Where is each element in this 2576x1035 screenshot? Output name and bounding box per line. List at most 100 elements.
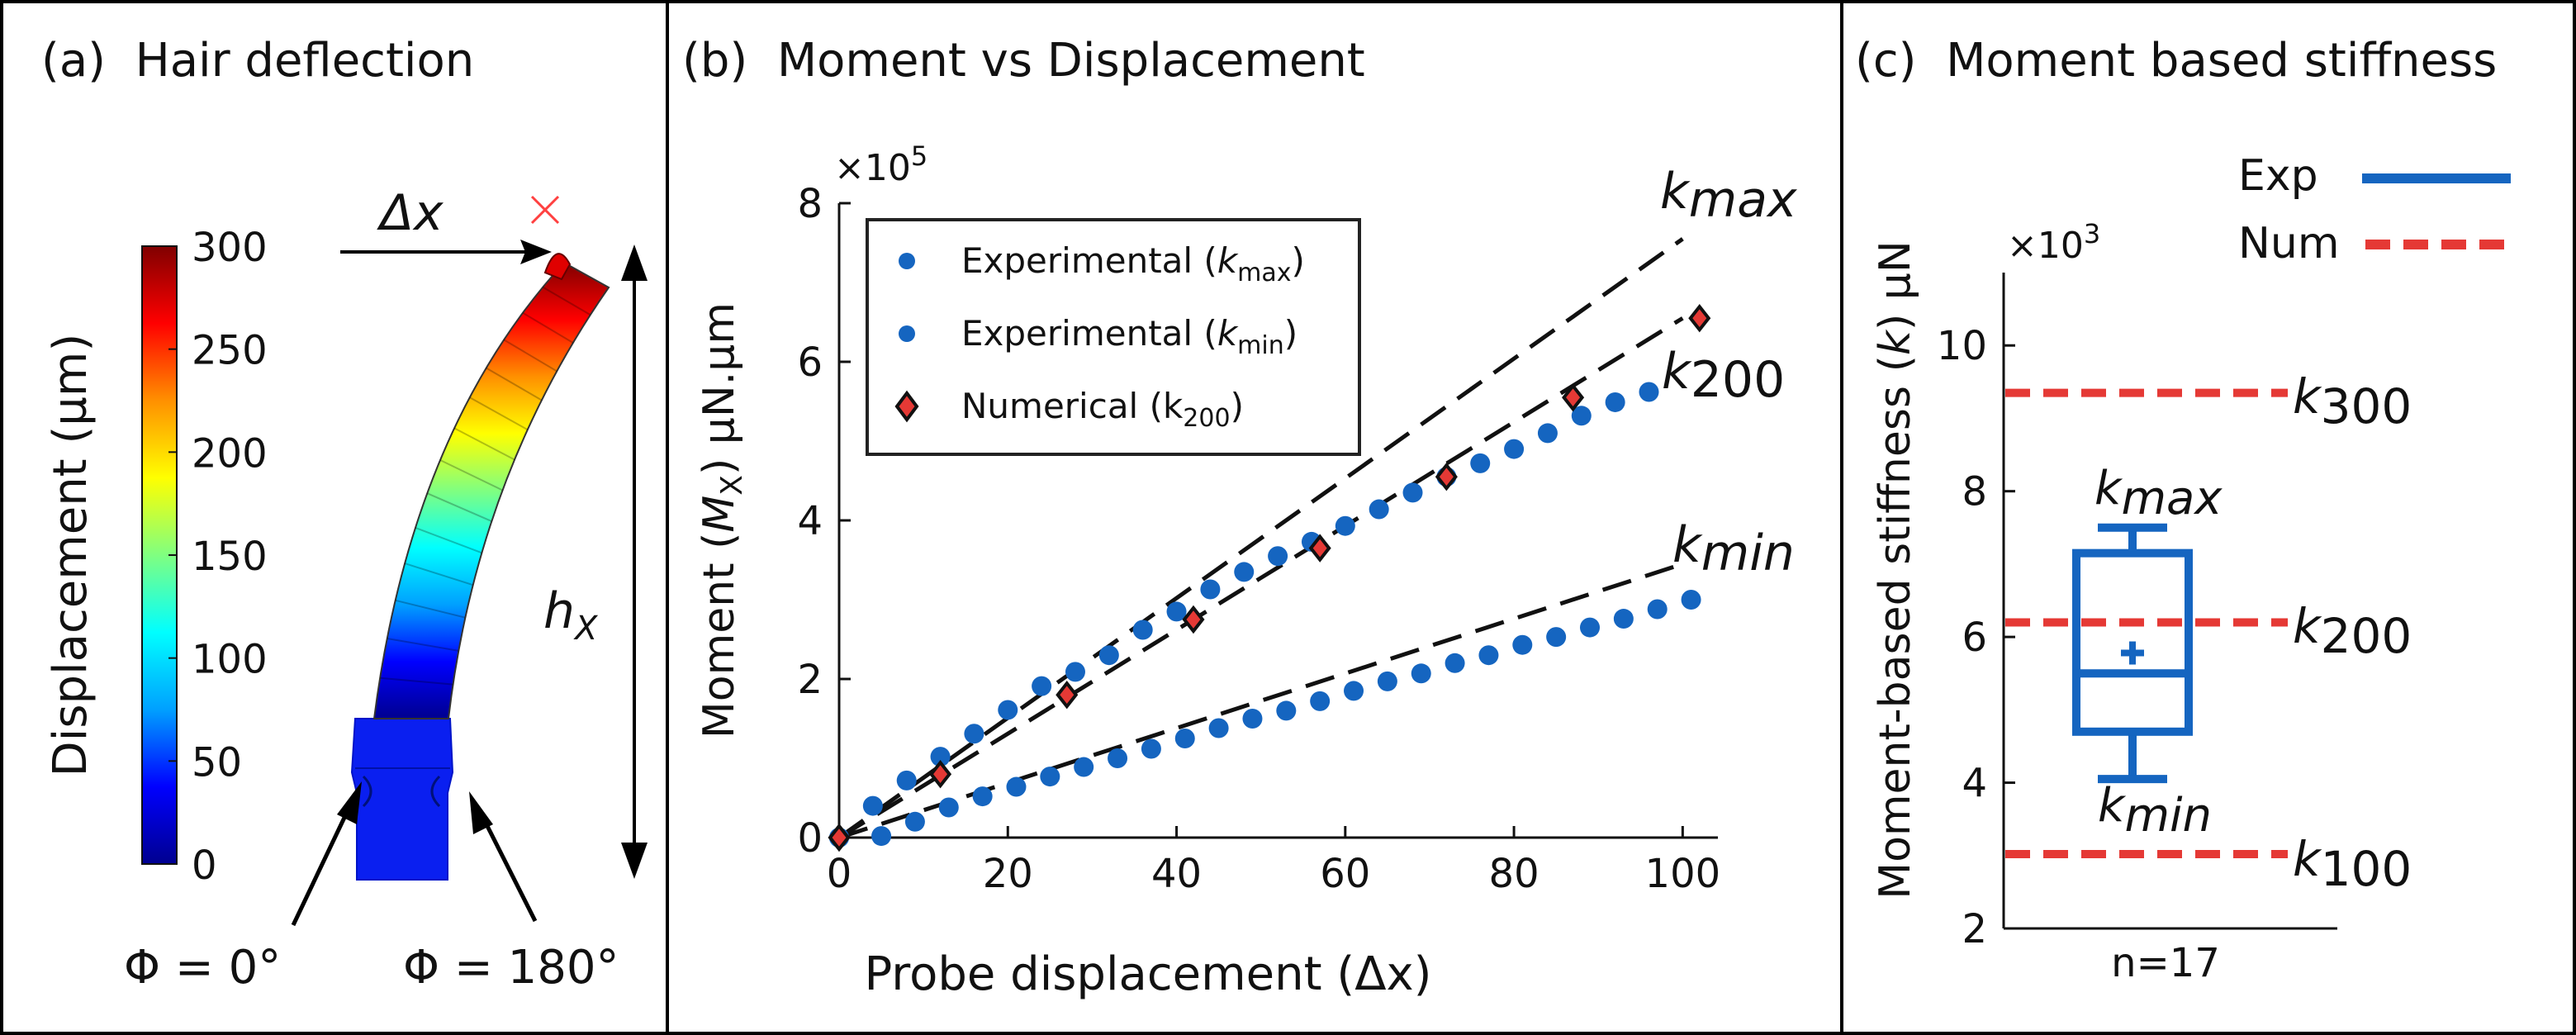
data-point-experimental: [1006, 776, 1027, 797]
chart-b-ylabel: Moment (MX) µN.µm: [695, 302, 749, 738]
chart-c-ylabel: Moment-based stiffness (k) µN: [1871, 240, 1920, 900]
chart-b-y-tick-label: 8: [797, 181, 823, 227]
hair-contour-line: [404, 563, 474, 586]
ref-label-k100: k100: [2293, 831, 2412, 897]
data-point-experimental: [1310, 691, 1331, 711]
data-point-experimental: [1470, 453, 1491, 473]
box-label-kmin: kmin: [2098, 779, 2212, 843]
chart-c-y-tick-label: 6: [1962, 615, 1987, 661]
colorbar-tick-label: 250: [192, 328, 268, 374]
data-point-experimental: [1478, 645, 1499, 666]
data-point-experimental: [1098, 645, 1119, 666]
hair-base: [350, 718, 454, 881]
legend-box: [866, 218, 1361, 456]
data-point-experimental: [1242, 709, 1263, 729]
data-point-experimental: [871, 826, 892, 847]
colorbar-tick-label: 100: [192, 637, 268, 683]
hair-contour-bands: [380, 286, 591, 686]
legend-label-exp: Exp: [2238, 151, 2318, 201]
fit-line-kmax: [837, 237, 1684, 840]
data-point-experimental: [1174, 729, 1195, 748]
data-point-experimental: [998, 700, 1018, 720]
panel-c-moment-based-stiffness: (c) Moment based stiffness Exp Num ×103 …: [1855, 34, 2511, 986]
chart-b-x-tick-label: 80: [1489, 851, 1539, 897]
data-point-experimental: [862, 795, 883, 816]
data-point-experimental: [1647, 599, 1668, 620]
chart-b-x-tick-label: 60: [1320, 851, 1370, 897]
hair-base-joint-right: [430, 775, 441, 808]
data-point-experimental: [1411, 663, 1431, 684]
chart-b-y-tick-label: 2: [797, 657, 823, 703]
hair-contour-line: [426, 492, 492, 523]
colorbar-tick-label: 300: [192, 225, 268, 271]
chart-b-x-tick-label: 40: [1151, 851, 1202, 897]
ref-label-k300: k300: [2293, 368, 2412, 434]
hair-contour-line: [486, 367, 543, 401]
data-point-experimental: [1546, 627, 1567, 648]
chart-c-y-tick-label: 4: [1962, 761, 1987, 807]
chart-c-y-tick-label: 8: [1962, 469, 1987, 515]
data-point-experimental: [1445, 653, 1465, 673]
data-point-experimental: [1639, 382, 1659, 402]
line-label-kmax: kmax: [1660, 163, 1797, 229]
legend-label-exp-kmax: Experimental (kmax): [961, 240, 1305, 287]
data-point-numerical: [828, 823, 851, 852]
data-point-experimental: [904, 811, 925, 832]
data-point-experimental: [1613, 609, 1634, 629]
panel-b-moment-vs-displacement: (b) Moment vs Displacement 0 20 40 60 80 1000…: [682, 34, 1797, 1001]
legend-marker-exp-kmax: [899, 253, 915, 269]
data-point-experimental: [972, 786, 993, 807]
data-point-experimental: [1335, 515, 1355, 536]
chart-b-y-tick-label: 0: [797, 815, 823, 862]
data-point-numerical: [1562, 382, 1585, 412]
data-point-experimental: [1268, 546, 1288, 567]
tip-marker-icon: [530, 195, 560, 225]
legend-marker-numerical: [894, 390, 919, 423]
h-arrow-top-icon: [621, 245, 648, 281]
data-point-experimental: [1369, 499, 1389, 520]
hair-shaft: [372, 261, 610, 719]
phi180-arrow: [481, 816, 538, 923]
box-iqr: [2072, 548, 2193, 736]
legend-label-num: Num: [2238, 219, 2340, 268]
hair-base-joint-left: [362, 775, 372, 808]
phi0-arrowhead-icon: [337, 781, 362, 824]
chart-b-x-tick-label: 0: [827, 851, 852, 897]
chart-b-multiplier: ×105: [834, 140, 927, 189]
data-point-experimental: [930, 747, 951, 767]
phi180-label: Φ = 180°: [403, 941, 619, 995]
data-point-experimental: [1377, 671, 1397, 691]
box-label-kmax: kmax: [2094, 462, 2223, 525]
chart-c-boxplot: [2072, 523, 2193, 784]
chart-c-legend: Exp Num: [2238, 151, 2511, 268]
delta-x-arrowhead-icon: [520, 240, 552, 264]
line-label-kmin: kmin: [1672, 516, 1795, 582]
chart-b-y-tick-label: 6: [797, 339, 823, 386]
chart-c-axes: 2 4 6 8 10: [1937, 273, 2337, 952]
ref-label-k200: k200: [2293, 598, 2412, 664]
chart-c-xlabel: n=17: [2111, 940, 2220, 986]
chart-c-y-tick-label: 10: [1937, 323, 1987, 369]
data-point-experimental: [1580, 617, 1601, 638]
data-point-experimental: [1132, 620, 1153, 640]
panel-b-title: (b) Moment vs Displacement: [682, 34, 1365, 88]
data-point-experimental: [1571, 406, 1592, 426]
legend-label-numerical: Numerical (k200): [961, 386, 1244, 433]
data-point-experimental: [1208, 718, 1229, 738]
fit-line-k200: [837, 316, 1684, 840]
hair-contour-line: [380, 677, 453, 686]
phi0-label: Φ = 0°: [124, 941, 281, 995]
legend-label-exp-kmin: Experimental (kmin): [961, 313, 1297, 360]
chart-b-y-tick-label: 4: [797, 498, 823, 544]
data-point-numerical: [929, 759, 952, 789]
delta-x-label: Δx: [377, 184, 444, 242]
data-point-numerical: [1056, 680, 1079, 710]
legend-marker-exp-kmin: [899, 325, 915, 342]
hair-contour-line: [415, 526, 482, 554]
data-point-experimental: [896, 770, 917, 790]
colorbar-tick-label: 50: [192, 739, 242, 786]
data-point-numerical: [1688, 303, 1711, 333]
chart-b-xlabel: Probe displacement (Δx): [865, 947, 1432, 1001]
data-point-experimental: [1074, 757, 1094, 777]
